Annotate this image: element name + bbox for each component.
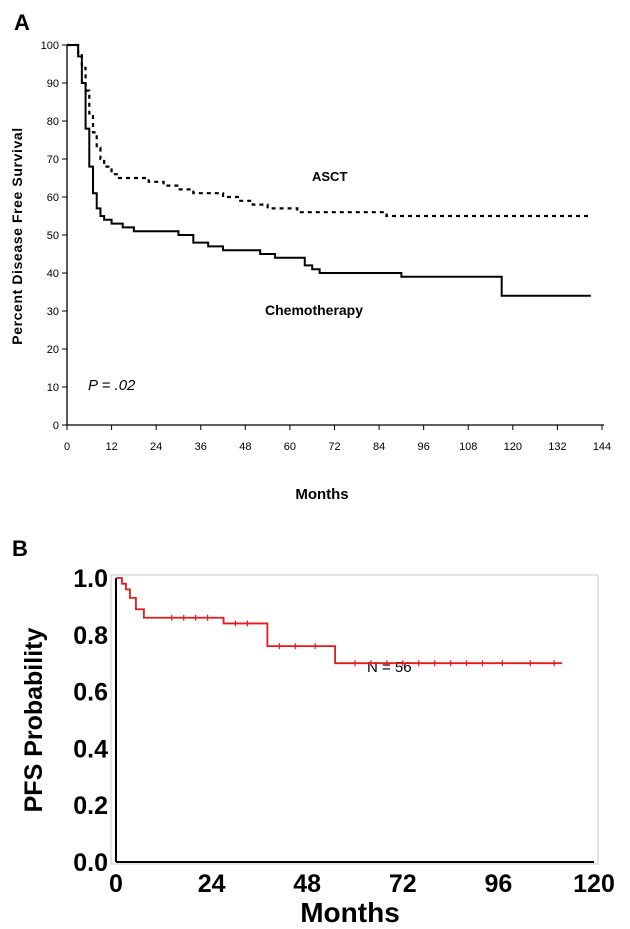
chart-a-y-tick-label: 60 bbox=[47, 192, 59, 204]
chart-a-asct-label: ASCT bbox=[312, 169, 347, 184]
chart-b-xlabel: Months bbox=[300, 897, 400, 928]
chart-b-x-tick-label: 120 bbox=[573, 870, 615, 898]
chart-a-x-tick-label: 96 bbox=[418, 441, 430, 453]
chart-a-p-annotation: P = .02 bbox=[88, 377, 136, 394]
chart-a-chemotherapy-line bbox=[67, 44, 591, 297]
chart-a-y-tick-label: 70 bbox=[47, 154, 59, 166]
chart-a-x-tick-label: 36 bbox=[195, 441, 207, 453]
chart-a-ylabel: Percent Disease Free Survival bbox=[9, 127, 25, 344]
chart-b-ylabel: PFS Probability bbox=[20, 628, 48, 813]
chart-a-x-tick-label: 60 bbox=[284, 441, 296, 453]
chart-a-x-tick-label: 12 bbox=[105, 441, 117, 453]
chart-b-y-tick-label: 0.6 bbox=[73, 679, 108, 707]
chart-a-y-tick-label: 40 bbox=[47, 268, 59, 280]
chart-b-n-annotation: N = 56 bbox=[367, 659, 412, 676]
chart-a-x-tick-label: 0 bbox=[64, 441, 70, 453]
chart-a: Percent Disease Free Survival Months P =… bbox=[9, 40, 611, 503]
chart-b-pfs-line bbox=[116, 577, 563, 665]
chart-a-y-tick-label: 20 bbox=[47, 344, 59, 356]
chart-a-x-tick-label: 108 bbox=[459, 441, 477, 453]
chart-a-x-tick-label: 24 bbox=[150, 441, 162, 453]
chart-b-x-tick-label: 24 bbox=[198, 870, 226, 898]
panel-b-label: B bbox=[12, 536, 28, 561]
chart-a-y-tick-label: 10 bbox=[47, 382, 59, 394]
chart-b-x-tick-label: 0 bbox=[109, 870, 123, 898]
chart-b-plot-frame bbox=[110, 574, 599, 865]
chart-a-y-tick-label: 90 bbox=[47, 78, 59, 90]
chart-b-x-tick-label: 96 bbox=[484, 870, 512, 898]
chart-a-x-tick-label: 72 bbox=[328, 441, 340, 453]
chart-b-y-tick-label: 0.2 bbox=[73, 792, 108, 820]
chart-b: PFS Probability Months N = 56 0.0 0.2 0.4 0… bbox=[20, 565, 615, 928]
chart-b-x-tick-label: 72 bbox=[389, 870, 417, 898]
chart-b-y-tick-label: 0.0 bbox=[73, 849, 108, 877]
chart-a-asct-line bbox=[67, 43, 591, 218]
chart-a-y-tick-label: 80 bbox=[47, 116, 59, 128]
chart-b-y-tick-label: 1.0 bbox=[73, 565, 108, 593]
chart-a-y-tick-label: 100 bbox=[41, 40, 59, 52]
chart-a-y-tick-label: 0 bbox=[53, 420, 59, 432]
chart-a-chemo-label: Chemotherapy bbox=[265, 302, 363, 318]
panel-a-label: A bbox=[14, 10, 30, 35]
chart-a-x-tick-label: 48 bbox=[239, 441, 251, 453]
chart-a-x-tick-label: 120 bbox=[504, 441, 522, 453]
chart-b-x-tick-label: 48 bbox=[293, 870, 321, 898]
chart-a-x-tick-label: 84 bbox=[373, 441, 385, 453]
chart-b-y-tick-label: 0.4 bbox=[73, 735, 108, 763]
chart-a-xlabel: Months bbox=[295, 486, 348, 503]
chart-a-x-tick-label: 144 bbox=[593, 441, 611, 453]
chart-a-x-tick-label: 132 bbox=[548, 441, 566, 453]
chart-a-y-tick-label: 50 bbox=[47, 230, 59, 242]
chart-b-y-tick-label: 0.8 bbox=[73, 622, 108, 650]
chart-a-y-tick-label: 30 bbox=[47, 306, 59, 318]
